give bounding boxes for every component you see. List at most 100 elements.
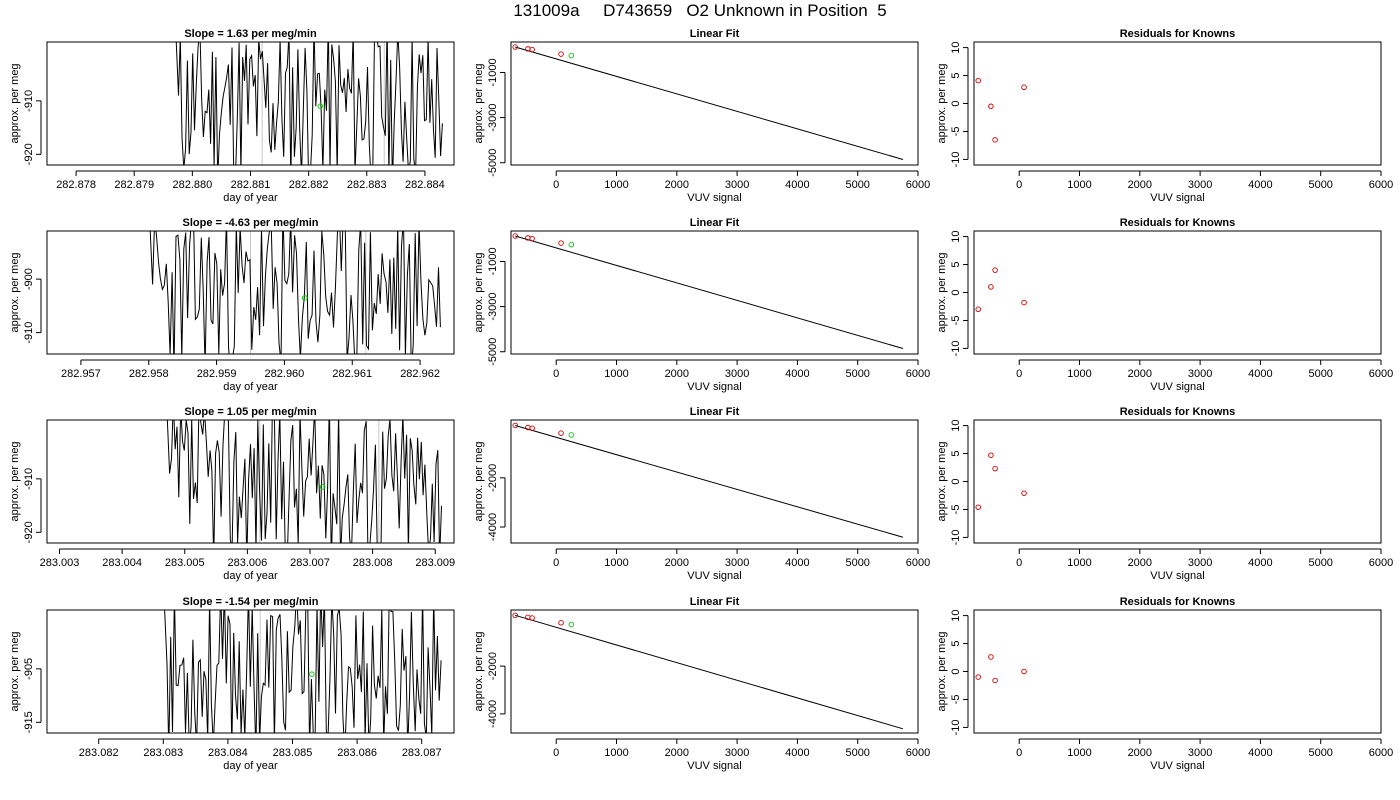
plot-area [166, 420, 442, 543]
x-tick-label: 5000 [1308, 179, 1332, 191]
data-point [1021, 490, 1027, 496]
y-tick-label: 0 [950, 289, 962, 295]
data-point [992, 677, 998, 684]
plot-area [164, 610, 442, 733]
panel-7: Slope = 1.05 per meg/min 283.003 283.004 28… [9, 406, 455, 582]
x-tick-label: 5000 [845, 368, 869, 380]
data-point [1021, 84, 1027, 91]
x-axis [80, 359, 421, 365]
plot-area [975, 77, 1027, 143]
plot-area [512, 612, 904, 730]
x-tick-label: 6000 [906, 368, 930, 380]
data-point [992, 267, 998, 273]
x-tick-label: 3000 [725, 179, 749, 191]
y-tick-label: 0 [950, 668, 962, 674]
y-axis [963, 615, 969, 728]
panel-title: Slope = -4.63 per meg/min [182, 217, 318, 229]
x-tick-label: 2000 [665, 747, 689, 759]
y-axis-label: approx. per meg [936, 63, 948, 143]
x-tick-label: 4000 [1248, 179, 1272, 191]
x-tick-label: 283.086 [337, 747, 377, 759]
x-tick-label: 1000 [604, 179, 628, 191]
panel-title: Slope = 1.05 per meg/min [184, 406, 317, 418]
x-axis [555, 548, 919, 554]
x-axis [75, 170, 426, 176]
x-axis-label: day of year [223, 192, 278, 204]
x-tick-label: 2000 [665, 179, 689, 191]
data-point [975, 306, 981, 313]
x-tick-label: 2000 [1128, 368, 1152, 380]
x-axis-label: day of year [223, 760, 278, 772]
data-point [988, 654, 994, 660]
x-axis-label: VUV signal [1150, 760, 1204, 772]
x-tick-label: 2000 [1128, 747, 1152, 759]
data-point [988, 284, 994, 290]
plot-area [975, 654, 1027, 684]
x-tick-label: 0 [553, 368, 559, 380]
y-tick-label: -10 [950, 529, 962, 545]
x-tick-label: 282.880 [172, 179, 212, 191]
fit-line [515, 614, 904, 730]
panel-12: Residuals for Knowns 0 1000 2000 3000 4000 500… [936, 596, 1393, 772]
y-axis-label: approx. per meg [473, 252, 485, 332]
x-tick-label: 1000 [604, 368, 628, 380]
x-tick-label: 282.884 [405, 179, 445, 191]
x-tick-label: 282.957 [61, 368, 101, 380]
y-tick-label: 0 [950, 100, 962, 106]
x-tick-label: 283.085 [273, 747, 313, 759]
y-tick-label: -5000 [487, 149, 499, 177]
fit-line [515, 425, 904, 538]
x-tick-label: 0 [1016, 557, 1022, 569]
plot-frame [46, 419, 455, 544]
data-point [529, 425, 535, 432]
x-tick-label: 4000 [785, 368, 809, 380]
x-tick-label: 1000 [604, 557, 628, 569]
y-tick-label: -5000 [487, 338, 499, 366]
mean-point [309, 671, 315, 677]
x-tick-label: 1000 [1067, 747, 1091, 759]
x-tick-label: 3000 [1188, 557, 1212, 569]
y-tick-label: -4000 [487, 700, 499, 728]
plot-frame [46, 41, 455, 166]
y-tick-label: 10 [950, 41, 962, 53]
x-axis-label: VUV signal [687, 760, 741, 772]
y-axis [500, 477, 506, 528]
x-tick-label: 283.005 [165, 557, 205, 569]
x-tick-label: 2000 [665, 557, 689, 569]
panel-9: Residuals for Knowns 0 1000 2000 3000 4000 500… [936, 406, 1393, 582]
y-axis [36, 100, 42, 155]
x-axis [555, 170, 919, 176]
panel-title: Residuals for Knowns [1120, 596, 1236, 608]
x-tick-label: 2000 [1128, 557, 1152, 569]
data-point [1021, 668, 1027, 675]
data-point [988, 452, 994, 458]
plot-area [975, 452, 1027, 510]
x-tick-label: 5000 [1308, 747, 1332, 759]
x-axis [555, 359, 919, 365]
x-tick-label: 4000 [785, 557, 809, 569]
plot-frame [510, 41, 919, 166]
x-tick-label: 4000 [1248, 557, 1272, 569]
y-axis [963, 236, 969, 349]
mean-point [302, 295, 308, 301]
x-tick-label: 5000 [845, 557, 869, 569]
x-tick-label: 2000 [1128, 179, 1152, 191]
fit-line [515, 46, 904, 160]
x-tick-label: 6000 [1369, 557, 1393, 569]
x-tick-label: 1000 [1067, 368, 1091, 380]
panel-title: Residuals for Knowns [1120, 28, 1236, 40]
y-tick-label: 10 [950, 230, 962, 242]
y-axis-label: approx. per meg [936, 631, 948, 711]
y-tick-label: -3000 [487, 293, 499, 321]
plot-area [975, 267, 1027, 313]
panel-5: Linear Fit 0 1000 2000 3000 4000 5000 6000 -1000… [473, 217, 930, 393]
x-tick-label: 6000 [1369, 747, 1393, 759]
data-point [558, 240, 564, 246]
x-tick-label: 282.959 [197, 368, 237, 380]
data-point [558, 51, 564, 57]
x-tick-label: 282.958 [129, 368, 169, 380]
x-tick-label: 0 [553, 747, 559, 759]
panel-title: Slope = -1.54 per meg/min [182, 596, 318, 608]
data-point [992, 137, 998, 143]
